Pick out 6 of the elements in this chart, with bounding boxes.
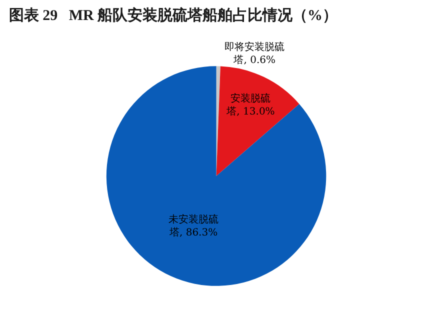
chart-title: 图表 29 MR 船队安装脱硫塔船舶占比情况（%）: [8, 6, 338, 24]
pie-slice: [216, 66, 300, 176]
pie-slice: [106, 66, 326, 286]
slice-label: 安装脱硫塔, 13.0%: [226, 92, 275, 118]
slice-label: 即将安装脱硫塔, 0.6%: [224, 41, 285, 66]
slice-label: 未安装脱硫塔, 86.3%: [168, 214, 219, 239]
